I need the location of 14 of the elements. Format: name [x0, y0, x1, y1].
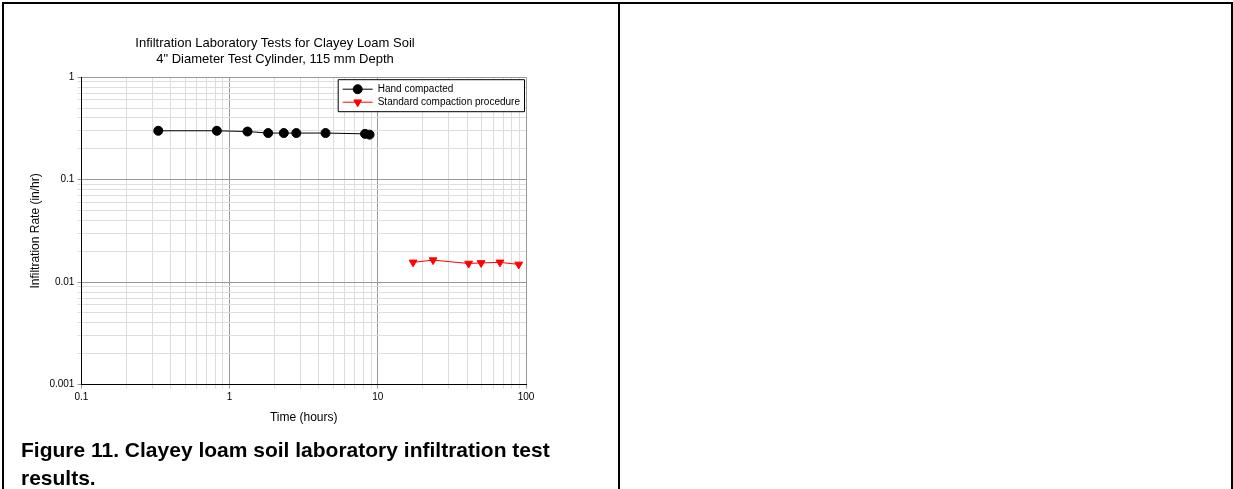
- legend-label: Standard compaction procedure: [377, 95, 521, 107]
- y-tick-label: 0.01: [54, 275, 75, 287]
- x-tick-label: 1: [226, 391, 233, 403]
- x-axis-title: Time (hours): [269, 410, 338, 425]
- chart-title: Infiltration Laboratory Tests for Clayey Loam Soil 4" Diameter Test Cylinder, 115 mm Depth: [135, 35, 415, 66]
- y-tick-label: 1: [68, 70, 75, 82]
- y-tick-label: 0.001: [49, 378, 75, 390]
- x-tick-label: 0.1: [74, 391, 89, 403]
- x-tick-label: 10: [372, 391, 384, 403]
- y-tick-label: 0.1: [60, 173, 75, 185]
- caption: Figure 11. Clayey loam soil laboratory infiltration test results.: [21, 437, 551, 489]
- x-tick-label: 100: [517, 391, 535, 403]
- y-axis-title: Infiltration Rate (in/hr): [27, 173, 42, 289]
- legend-label: Hand compacted: [377, 82, 454, 94]
